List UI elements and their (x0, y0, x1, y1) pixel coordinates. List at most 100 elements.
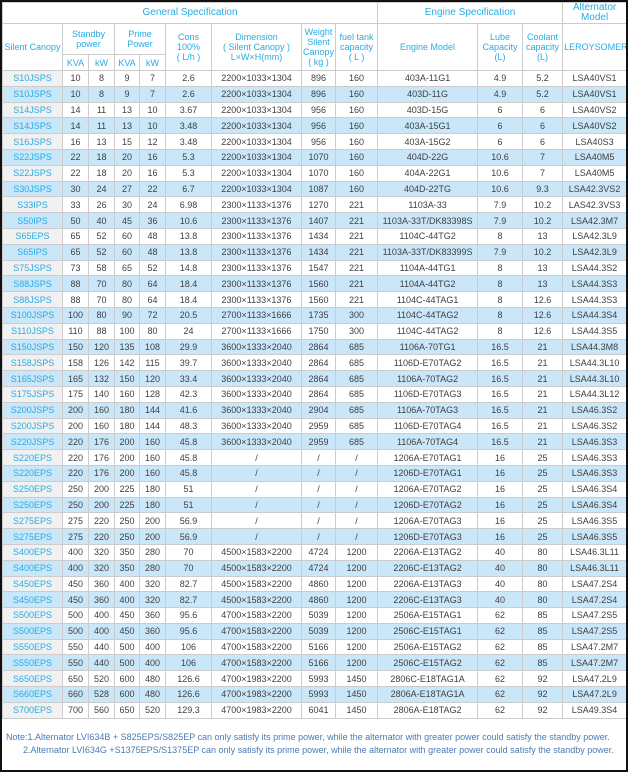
model-link[interactable]: S250EPS (2, 480, 63, 498)
model-link[interactable]: S110JSPS (2, 322, 63, 340)
model-link[interactable]: S150JSPS (2, 338, 63, 356)
model-link[interactable]: S30JSPS (2, 180, 63, 198)
value-cell: 685 (334, 370, 379, 387)
value-cell: 250 (114, 528, 140, 545)
value-cell: 40 (477, 543, 524, 561)
value-cell: 16 (477, 528, 524, 545)
value-cell: 403A-15G1 (377, 117, 479, 135)
model-link[interactable]: S450EPS (2, 575, 63, 593)
value-cell: 685 (334, 417, 379, 435)
model-link[interactable]: S200JSPS (2, 401, 63, 419)
value-cell: 404A-22G1 (377, 164, 479, 182)
model-link[interactable]: S660EPS (2, 686, 63, 703)
model-link[interactable]: S33IPS (2, 196, 63, 214)
value-cell: 165 (62, 370, 89, 387)
model-link[interactable]: S88JSPS (2, 275, 63, 293)
model-link[interactable]: S500EPS (2, 607, 63, 624)
value-cell: 200 (114, 464, 140, 482)
value-cell: 16.5 (477, 338, 524, 356)
value-cell: 13 (522, 227, 564, 245)
model-link[interactable]: S550EPS (2, 654, 63, 672)
value-cell: LSA46.3S5 (562, 528, 626, 545)
value-cell: LSA40M5 (562, 148, 626, 166)
model-link[interactable]: S16JSPS (2, 133, 63, 150)
model-link[interactable]: S220EPS (2, 449, 63, 466)
model-link[interactable]: S700EPS (2, 701, 63, 719)
value-cell: 2904 (301, 401, 336, 419)
value-cell: 221 (334, 212, 379, 229)
value-cell: 30 (62, 180, 89, 198)
value-cell: 10.6 (477, 180, 524, 198)
value-cell: 4.9 (477, 70, 524, 87)
model-link[interactable]: S22JSPS (2, 148, 63, 166)
value-cell: 16.5 (477, 385, 524, 403)
value-cell: 21 (522, 417, 564, 435)
model-link[interactable]: S50IPS (2, 212, 63, 229)
value-cell: 1206D-E70TAG3 (377, 528, 479, 545)
model-link[interactable]: S10JSPS (2, 85, 63, 103)
value-cell: 7.9 (477, 212, 524, 229)
value-cell: 22 (62, 148, 89, 166)
model-link[interactable]: S88JSPS (2, 291, 63, 308)
model-link[interactable]: S400EPS (2, 559, 63, 577)
model-link[interactable]: S400EPS (2, 543, 63, 561)
value-cell: 70 (88, 291, 115, 308)
value-cell: 60 (114, 243, 140, 261)
value-cell: 16.5 (477, 401, 524, 419)
model-link[interactable]: S450EPS (2, 591, 63, 609)
model-link[interactable]: S650EPS (2, 670, 63, 688)
model-link[interactable]: S275EPS (2, 528, 63, 545)
model-link[interactable]: S200JSPS (2, 417, 63, 435)
value-cell: 1750 (301, 322, 336, 340)
value-cell: 24 (88, 180, 115, 198)
value-cell: 158 (62, 354, 89, 372)
model-link[interactable]: S65EPS (2, 227, 63, 245)
model-link[interactable]: S220JSPS (2, 433, 63, 451)
model-link[interactable]: S100JSPS (2, 306, 63, 324)
value-cell: / (301, 528, 336, 545)
model-link[interactable]: S550EPS (2, 638, 63, 656)
value-cell: 350 (114, 543, 140, 561)
value-cell: 160 (88, 417, 115, 435)
value-cell: / (334, 512, 379, 530)
model-link[interactable]: S220EPS (2, 464, 63, 482)
value-cell: 10.6 (165, 212, 212, 229)
value-cell: 7 (522, 164, 564, 182)
value-cell: 6 (522, 133, 564, 150)
value-cell: 200 (114, 433, 140, 451)
table-row: S220EPS 220 176 200 160 45.8///1206D-E70TAG1 1… (2, 464, 626, 482)
model-link[interactable]: S165JSPS (2, 370, 63, 387)
value-cell: 300 (334, 322, 379, 340)
model-link[interactable]: S65IPS (2, 243, 63, 261)
model-link[interactable]: S275EPS (2, 512, 63, 530)
value-cell: LSA47.2S4 (562, 591, 626, 609)
model-link[interactable]: S175JSPS (2, 385, 63, 403)
model-link[interactable]: S158JSPS (2, 354, 63, 372)
value-cell: 6 (522, 117, 564, 135)
value-cell: 2300×1133×1376 (211, 227, 302, 245)
value-cell: 280 (139, 559, 166, 577)
model-link[interactable]: S75JSPS (2, 259, 63, 277)
value-cell: LSA46.3S2 (562, 417, 626, 435)
value-cell: 6 (522, 101, 564, 119)
value-cell: 20.5 (165, 306, 212, 324)
value-cell: / (301, 496, 336, 514)
value-cell: 40 (88, 212, 115, 229)
model-link[interactable]: S10JSPS (2, 70, 63, 87)
value-cell: 4724 (301, 559, 336, 577)
value-cell: 403D-15G (377, 101, 479, 119)
value-cell: 896 (301, 70, 336, 87)
value-cell: 1104C-44TG2 (377, 227, 479, 245)
model-link[interactable]: S250EPS (2, 496, 63, 514)
model-link[interactable]: S500EPS (2, 622, 63, 640)
value-cell: 11 (88, 117, 115, 135)
value-cell: 1106A-70TAG3 (377, 401, 479, 419)
table-row: S450EPS 450 360 400 320 82.7 4500×1583×2200 486… (2, 591, 626, 609)
model-link[interactable]: S14JSPS (2, 101, 63, 119)
model-link[interactable]: S22JSPS (2, 164, 63, 182)
value-cell: 16 (477, 464, 524, 482)
table-row: S250EPS 250 200 225 180 51///1206D-E70TAG2 16 2… (2, 496, 626, 514)
model-link[interactable]: S14JSPS (2, 117, 63, 135)
value-cell: 1450 (334, 686, 379, 703)
value-cell: 52 (88, 227, 115, 245)
